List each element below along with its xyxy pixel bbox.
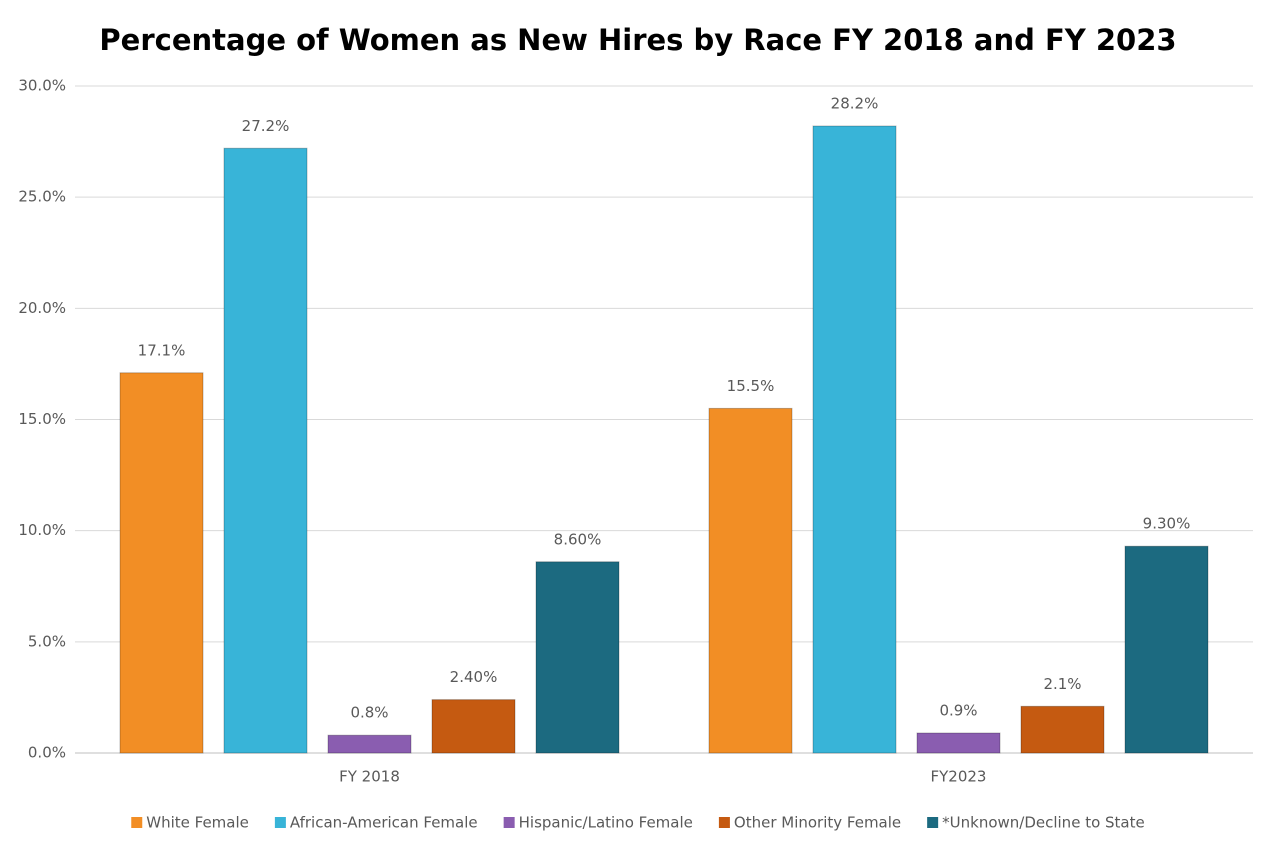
y-tick-label: 0.0% bbox=[28, 744, 66, 762]
y-tick-label: 15.0% bbox=[18, 410, 66, 428]
value-label: 17.1% bbox=[138, 341, 186, 359]
bar bbox=[1020, 705, 1105, 754]
legend-swatch bbox=[503, 817, 515, 828]
x-tick-label: FY2023 bbox=[931, 768, 987, 786]
chart-title: Percentage of Women as New Hires by Race… bbox=[99, 23, 1176, 57]
value-label: 8.60% bbox=[554, 530, 602, 548]
bar bbox=[812, 125, 897, 754]
bar bbox=[916, 732, 1001, 754]
legend-label: African-American Female bbox=[290, 814, 478, 832]
value-label: 2.1% bbox=[1043, 675, 1081, 693]
x-tick-label: FY 2018 bbox=[339, 768, 400, 786]
value-label: 27.2% bbox=[242, 117, 290, 135]
value-label: 15.5% bbox=[727, 377, 775, 395]
legend-label: White Female bbox=[146, 814, 249, 832]
legend-label: Other Minority Female bbox=[734, 814, 901, 832]
value-label: 28.2% bbox=[831, 95, 879, 113]
y-tick-label: 30.0% bbox=[18, 77, 66, 95]
bar bbox=[1124, 545, 1209, 754]
y-tick-label: 10.0% bbox=[18, 521, 66, 539]
bar bbox=[708, 407, 793, 754]
legend-swatch bbox=[131, 817, 143, 828]
bar bbox=[223, 147, 308, 754]
bar bbox=[535, 561, 620, 754]
bar bbox=[327, 734, 412, 754]
value-label: 0.9% bbox=[939, 701, 977, 719]
bar bbox=[431, 699, 516, 754]
value-label: 2.40% bbox=[450, 668, 498, 686]
value-label: 0.8% bbox=[350, 704, 388, 722]
legend-swatch bbox=[274, 817, 286, 828]
y-tick-label: 20.0% bbox=[18, 299, 66, 317]
bar bbox=[119, 372, 204, 754]
legend-label: *Unknown/Decline to State bbox=[942, 814, 1145, 832]
value-label: 9.30% bbox=[1143, 515, 1191, 533]
legend-swatch bbox=[718, 817, 730, 828]
y-tick-label: 25.0% bbox=[18, 188, 66, 206]
y-tick-label: 5.0% bbox=[28, 632, 66, 650]
legend-label: Hispanic/Latino Female bbox=[519, 814, 693, 832]
legend-swatch bbox=[927, 817, 939, 828]
